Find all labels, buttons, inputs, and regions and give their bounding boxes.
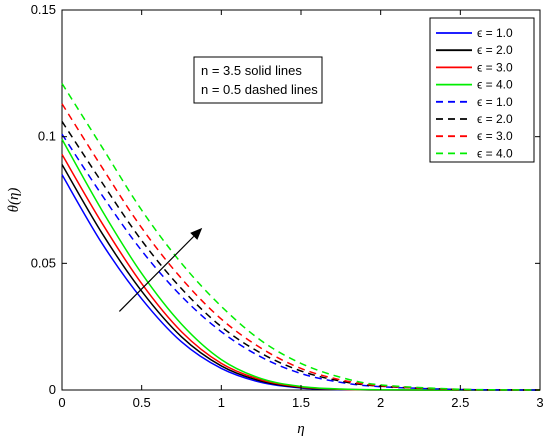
legend-label: ϵ = 1.0 (477, 95, 513, 109)
lines-layer (61, 83, 541, 391)
legend-label: ϵ = 3.0 (477, 129, 513, 143)
x-tick-label: 0.5 (133, 395, 151, 410)
y-tick-label: 0.1 (38, 129, 56, 144)
x-axis-label: η (297, 421, 304, 437)
y-tick-label: 0 (49, 382, 56, 397)
annotation-box: n = 3.5 solid lines n = 0.5 dashed lines (193, 56, 323, 104)
annotation-line-2: n = 0.5 dashed lines (201, 82, 318, 97)
y-axis-label: θ(η) (6, 188, 22, 213)
x-tick-label: 2.5 (451, 395, 469, 410)
legend-label: ϵ = 3.0 (477, 60, 513, 74)
legend-label: ϵ = 4.0 (477, 146, 513, 160)
legend-label: ϵ = 1.0 (477, 26, 513, 40)
x-tick-label: 2 (377, 395, 384, 410)
x-tick-label: 3 (536, 395, 543, 410)
legend-label: ϵ = 4.0 (477, 78, 513, 92)
trend-arrow (118, 227, 203, 312)
arrow-head (190, 227, 203, 240)
legend-items: ϵ = 1.0 ϵ = 2.0 ϵ = 3.0 ϵ = 4.0 ϵ = 1.0 ϵ = 2… (436, 26, 513, 160)
x-tick-label: 1.5 (292, 395, 310, 410)
y-tick-label: 0.05 (31, 255, 56, 270)
annotation-frame (193, 56, 323, 104)
annotation-line-1: n = 3.5 solid lines (201, 63, 302, 78)
series-line-8-dashed (61, 83, 541, 391)
legend-frame (429, 17, 535, 163)
legend-label: ϵ = 2.0 (477, 43, 513, 57)
series-line-4-solid (61, 138, 540, 391)
ticks-layer: 0 0.5 1 1.5 2 2.5 3 0 0.05 0.1 0.15 (31, 2, 544, 410)
arrow-shaft (118, 235, 195, 312)
legend-label: ϵ = 2.0 (477, 112, 513, 126)
x-tick-label: 1 (218, 395, 225, 410)
legend: ϵ = 1.0 ϵ = 2.0 ϵ = 3.0 ϵ = 4.0 ϵ = 1.0 ϵ = 2… (429, 17, 535, 163)
x-tick-label: 0 (58, 395, 65, 410)
y-tick-label: 0.15 (31, 2, 56, 17)
